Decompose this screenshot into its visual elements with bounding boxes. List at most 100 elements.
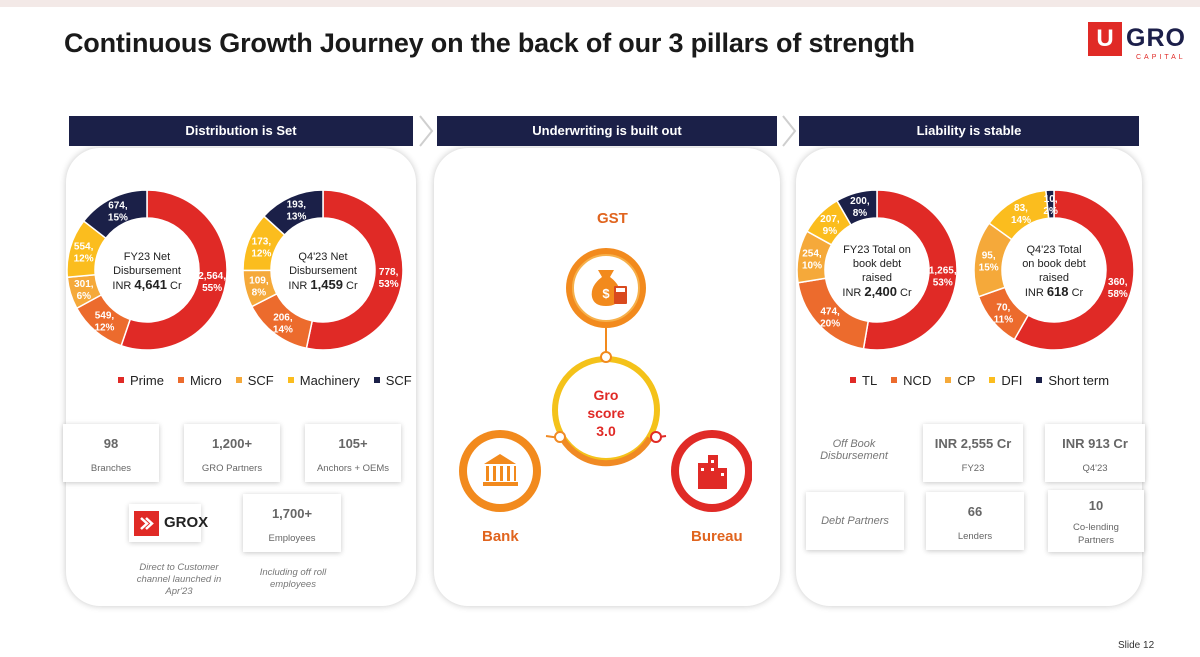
- liability-legend: TL NCD CP DFI Short term: [850, 373, 1123, 388]
- legend-label: DFI: [1001, 373, 1023, 388]
- employees-note: Including off roll employees: [259, 567, 327, 590]
- stat-anchors: 105+ Anchors + OEMs: [305, 424, 401, 482]
- stat-label: GRO Partners: [201, 463, 263, 474]
- donut-center-total: INR 1,459 Cr: [288, 277, 358, 292]
- grox-note: Direct to Customer channel launched in A…: [136, 562, 222, 597]
- legend-label: Micro: [189, 373, 222, 388]
- legend-item: Short term: [1036, 373, 1109, 388]
- donut-slice: [262, 189, 324, 237]
- slice-value-label: 549,: [95, 310, 115, 321]
- stat-label: Co-lending Partners: [1073, 522, 1119, 546]
- stat-label: Employees: [268, 533, 316, 544]
- gro-score-diagram: $: [459, 248, 752, 512]
- stat-employees: 1,700+ Employees: [243, 494, 341, 552]
- stat-value: 1,700+: [271, 506, 313, 521]
- legend-label: Machinery: [299, 373, 360, 388]
- donut-center-total: INR 4,641 Cr: [112, 277, 182, 292]
- slice-value-label: 207,: [820, 214, 840, 225]
- top-band: [0, 0, 1200, 7]
- legend-label: Prime: [130, 373, 164, 388]
- legend-item: TL: [850, 373, 877, 388]
- legend-swatch: [850, 377, 856, 383]
- slide-title: Continuous Growth Journey on the back of…: [64, 28, 915, 58]
- slice-pct-label: 9%: [823, 226, 838, 237]
- slice-pct-label: 11%: [994, 314, 1014, 325]
- legend-item: DFI: [989, 373, 1022, 388]
- slice-value-label: 778,: [379, 267, 399, 278]
- grox-mark-icon: [134, 511, 159, 536]
- slice-pct-label: 12%: [74, 254, 94, 265]
- logo-u: U: [1088, 22, 1122, 56]
- gro-score-line: score: [587, 405, 625, 421]
- stat-value: 1,200+: [211, 436, 253, 451]
- slice-value-label: 474,: [820, 306, 840, 317]
- buildings-icon: [698, 455, 727, 489]
- legend-item: NCD: [891, 373, 931, 388]
- slice-value-label: 193,: [287, 200, 307, 211]
- slice-pct-label: 14%: [1011, 215, 1031, 226]
- stat-value: INR 913 Cr: [1062, 436, 1128, 451]
- ugro-logo: U GRO CAPITAL: [1088, 22, 1185, 62]
- chevron-right-icon: [419, 115, 434, 147]
- legend-label: NCD: [903, 373, 932, 388]
- legend-label: SCF: [385, 373, 412, 388]
- slice-value-label: 254,: [802, 249, 822, 260]
- slice-pct-label: 53%: [379, 279, 399, 290]
- slice-value-label: 10,: [1044, 194, 1058, 205]
- slice-value-label: 301,: [74, 279, 94, 290]
- debt-partners: Debt Partners: [806, 492, 904, 550]
- legend-item: SCF: [373, 373, 412, 388]
- bank-node: [459, 430, 566, 512]
- donut-center-label: book debt: [853, 258, 901, 270]
- donut-center-label: Q4'23 Total: [1026, 244, 1081, 256]
- slice-value-label: 554,: [74, 242, 94, 253]
- donut-center-label: raised: [862, 272, 892, 284]
- slice-value-label: 95,: [982, 251, 996, 262]
- donut-slice: [1045, 189, 1055, 220]
- slice-value-label: 1,265,: [929, 266, 957, 277]
- legend-swatch: [1036, 377, 1043, 383]
- donut-center-label: FY23 Total on: [843, 244, 911, 256]
- bank-label: Bank: [482, 528, 519, 545]
- donut-center-total: INR 618 Cr: [1025, 284, 1084, 299]
- slice-pct-label: 53%: [933, 278, 953, 289]
- legend-item: CP: [945, 373, 975, 388]
- liability-header: Liability is stable: [799, 116, 1139, 146]
- donut-center-total: INR 2,400 Cr: [842, 284, 912, 299]
- legend-swatch: [118, 377, 124, 383]
- legend-item: Micro: [177, 373, 222, 388]
- money-bag-icon: $: [591, 270, 627, 306]
- fy23-disbursement-donut: 2,564,55%549,12%301,6%554,12%674,15%FY23…: [66, 189, 228, 351]
- slice-pct-label: 2%: [1043, 206, 1058, 217]
- stat-co-lending: 10 Co-lending Partners: [1048, 490, 1144, 552]
- slice-value-label: 200,: [850, 196, 870, 207]
- stat-italic-label: Debt Partners: [821, 515, 889, 527]
- legend-item: SCF: [235, 373, 274, 388]
- q423-debt-raised-donut: 360,58% 70,11% 95,15% 83,14% 10,2% Q4'23 Tota…: [973, 189, 1135, 351]
- stat-label: Anchors + OEMs: [316, 463, 390, 474]
- legend-swatch: [945, 377, 952, 383]
- legend-swatch: [177, 377, 184, 383]
- slice-pct-label: 10%: [802, 261, 822, 272]
- fy23-debt-raised-donut: 1,265,53% 474,20% 254,10% 207,9% 200,8% FY23 …: [796, 189, 958, 351]
- stat-label: Q4'23: [1082, 463, 1108, 474]
- slice-pct-label: 12%: [251, 248, 271, 259]
- legend-label: CP: [957, 373, 976, 388]
- bank-icon: [483, 454, 518, 486]
- legend-label: TL: [862, 373, 878, 388]
- slice-pct-label: 20%: [820, 318, 840, 329]
- slice-value-label: 70,: [996, 302, 1010, 313]
- grox-logo: GROX: [129, 504, 208, 542]
- slice-pct-label: 55%: [202, 283, 222, 294]
- donut-slice: [1013, 189, 1135, 351]
- slice-pct-label: 13%: [286, 212, 306, 223]
- slice-value-label: 206,: [273, 312, 293, 323]
- donut-slice: [120, 189, 228, 351]
- stat-label: Lenders: [957, 531, 993, 542]
- stat-italic-label: Off Book Disbursement: [820, 438, 888, 462]
- stat-label: Branches: [90, 463, 132, 474]
- slice-pct-label: 6%: [77, 291, 92, 302]
- donut-slice: [82, 189, 148, 240]
- slice-pct-label: 8%: [853, 208, 868, 219]
